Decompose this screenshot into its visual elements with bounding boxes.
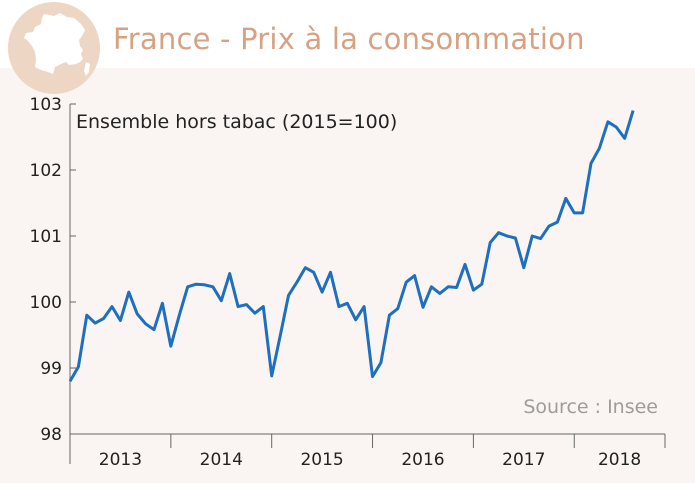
chart-subtitle: Ensemble hors tabac (2015=100) <box>76 111 397 133</box>
x-tick-label: 2014 <box>200 450 243 470</box>
header: France - Prix à la consommation <box>0 0 695 94</box>
y-tick-label: 100 <box>30 293 62 313</box>
y-tick-label: 101 <box>30 227 62 247</box>
series-line <box>68 110 635 382</box>
x-tick-label: 2018 <box>598 450 641 470</box>
x-tick-label: 2016 <box>401 450 444 470</box>
x-tick-label: 2015 <box>300 450 343 470</box>
y-tick-label: 98 <box>40 425 62 445</box>
y-tick-label: 103 <box>30 95 62 115</box>
y-tick-label: 99 <box>40 359 62 379</box>
france-map-icon <box>8 2 100 94</box>
x-tick-label: 2013 <box>99 450 142 470</box>
chart-panel: 98 99 100 101 102 103 2013 2014 2015 2016 2017 201… <box>0 68 695 483</box>
source-label: Source : Insee <box>523 396 658 418</box>
line-chart: 98 99 100 101 102 103 2013 2014 2015 2016 2017 201… <box>30 95 666 470</box>
chart-title: France - Prix à la consommation <box>113 22 585 56</box>
x-tick-label: 2017 <box>502 450 545 470</box>
y-tick-label: 102 <box>30 161 62 181</box>
